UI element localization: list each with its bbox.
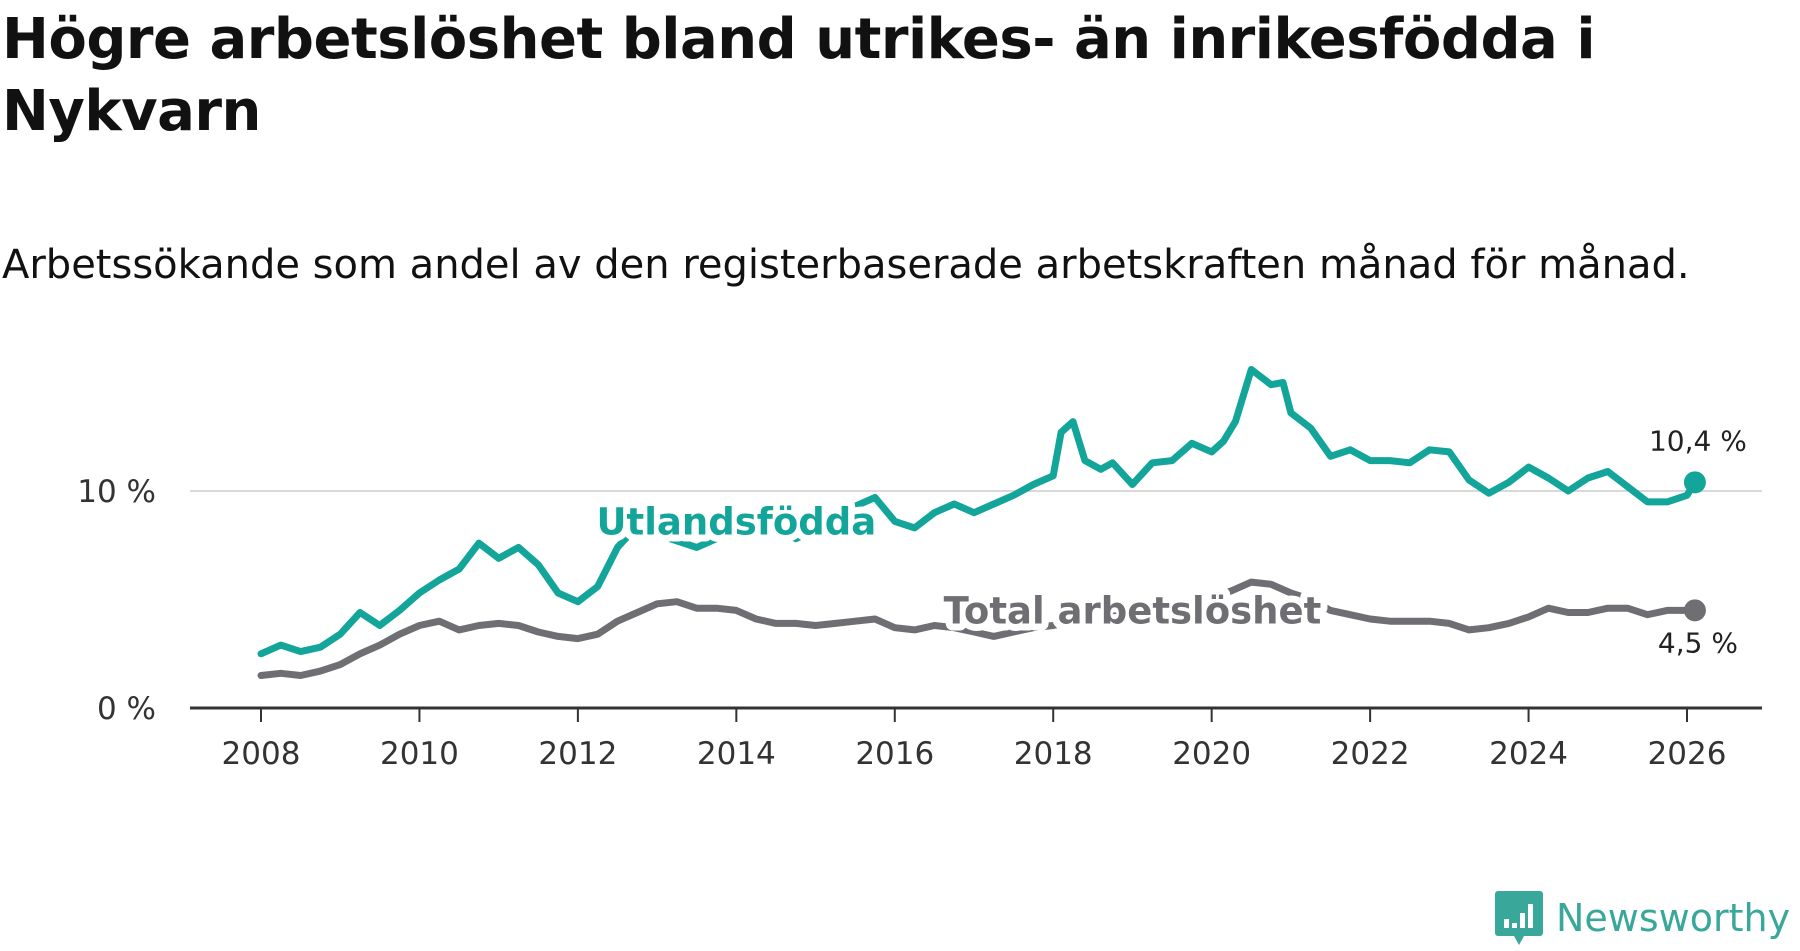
series-layer xyxy=(257,366,1706,679)
x-tick-label: 2018 xyxy=(1014,736,1093,772)
x-tick-label: 2012 xyxy=(538,736,617,772)
end-value-label-utlandsfodda: 10,4 % xyxy=(1649,424,1747,457)
x-tick-label: 2010 xyxy=(380,736,459,772)
end-point-utlandsfodda xyxy=(1683,471,1706,494)
chart-subtitle: Arbetssökande som andel av den registerb… xyxy=(2,242,1690,288)
x-tick-label: 2022 xyxy=(1331,736,1410,772)
series-label-total-arbetsloshet: Total arbetslöshet xyxy=(944,589,1322,632)
series-label-utlandsfodda: Utlandsfödda xyxy=(596,500,876,543)
x-tick-label: 2026 xyxy=(1648,736,1727,772)
y-tick-label: 0 % xyxy=(97,691,156,727)
y-tick-label: 10 % xyxy=(77,474,156,510)
x-tick-label: 2014 xyxy=(697,736,776,772)
newsworthy-logo: Newsworthy xyxy=(1494,885,1790,951)
axis-layer: 0 % 10 % 2008 2010 2012 2014 2016 2018 2020 2022 2… xyxy=(77,474,1762,772)
x-tick-label: 2020 xyxy=(1172,736,1251,772)
x-tick-label: 2024 xyxy=(1489,736,1568,772)
logo-text: Newsworthy xyxy=(1556,896,1791,940)
end-point-total-arbetsloshet xyxy=(1683,599,1706,622)
series-line-total-arbetsloshet xyxy=(257,578,1699,679)
end-value-label-total-arbetsloshet: 4,5 % xyxy=(1658,626,1738,659)
bar-chart-speech-bubble-icon xyxy=(1495,891,1543,945)
x-tick-label: 2016 xyxy=(855,736,934,772)
chart-title: Högre arbetslöshet bland utrikes- än inr… xyxy=(2,7,1596,144)
x-tick-label: 2008 xyxy=(222,736,301,772)
series-line-utlandsfodda xyxy=(257,366,1699,658)
label-layer: Utlandsfödda Total arbetslöshet 10,4 % 4,5 … xyxy=(589,420,1750,663)
